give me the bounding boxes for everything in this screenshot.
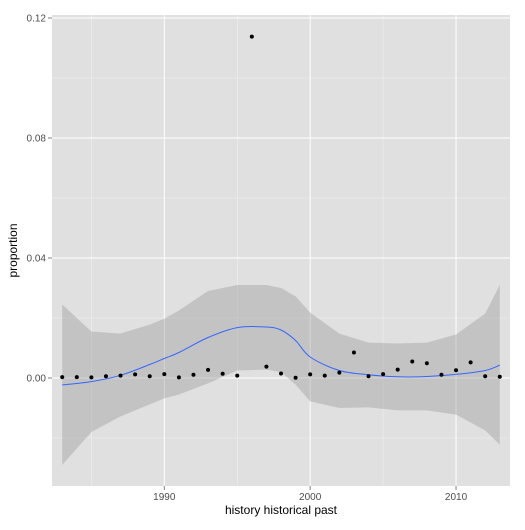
y-tick-label: 0.08 (27, 134, 47, 145)
data-point (337, 370, 342, 375)
smooth-line-layer (62, 325, 500, 386)
data-point (410, 359, 415, 364)
data-point (176, 375, 181, 380)
data-point (264, 364, 269, 369)
confidence-band-layer (62, 285, 500, 465)
data-point (439, 372, 444, 377)
data-point (454, 368, 459, 373)
plot-panel (52, 15, 510, 486)
data-point (322, 373, 327, 378)
data-point (162, 372, 167, 377)
data-point (351, 350, 356, 355)
x-axis-title: history historical past (225, 503, 338, 517)
x-tick-label: 2000 (299, 492, 322, 503)
data-point (293, 375, 298, 380)
data-point (468, 360, 473, 365)
y-tick-label: 0.04 (27, 254, 47, 265)
y-axis-title: proportion (6, 223, 20, 277)
x-tick-label: 1990 (153, 492, 176, 503)
data-point (74, 375, 79, 380)
data-point (497, 374, 502, 379)
data-point (89, 375, 94, 380)
data-point (147, 374, 152, 379)
data-point (206, 367, 211, 372)
data-point (249, 34, 254, 39)
data-point (103, 374, 108, 379)
data-point (191, 372, 196, 377)
points-layer (60, 34, 502, 380)
y-tick-label: 0.12 (27, 14, 47, 25)
data-point (279, 371, 283, 376)
x-tick-label: 2010 (445, 492, 468, 503)
grid-lines (52, 15, 510, 486)
data-point (235, 373, 240, 378)
data-point (395, 367, 400, 372)
data-point (483, 374, 488, 379)
data-point (366, 374, 371, 379)
data-point (118, 373, 123, 378)
y-tick-label: 0.00 (27, 374, 47, 385)
data-point (308, 372, 313, 377)
data-point (133, 372, 138, 377)
axes: 0.00 0.04 0.08 0.12 1990 2000 2010 (27, 14, 468, 504)
data-point (220, 371, 225, 376)
data-point (424, 361, 429, 366)
smooth-line (62, 325, 500, 386)
confidence-band (62, 285, 500, 465)
data-point (60, 375, 65, 380)
data-point (381, 372, 386, 377)
